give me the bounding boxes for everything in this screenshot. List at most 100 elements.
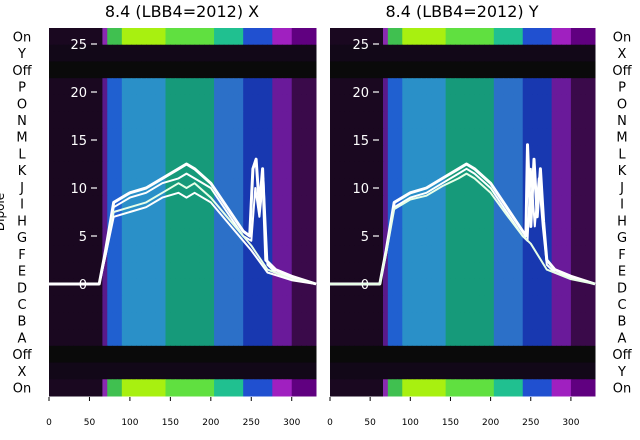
- heatmap-cell: [508, 28, 514, 46]
- heatmap-cell: [78, 295, 84, 313]
- heatmap-cell: [199, 362, 205, 380]
- heatmap-cell: [228, 178, 234, 196]
- heatmap-cell: [387, 178, 394, 196]
- heatmap-cell: [354, 178, 360, 196]
- heatmap-cell: [450, 28, 456, 46]
- heatmap-cell: [53, 212, 60, 230]
- heatmap-cell: [141, 111, 147, 129]
- heatmap-cell: [160, 329, 167, 347]
- overlay-y-tick-label: 25: [352, 38, 369, 53]
- heatmap-cell: [513, 329, 519, 347]
- heatmap-cell: [503, 295, 509, 313]
- heatmap-cell: [291, 128, 298, 146]
- heatmap-cell: [585, 128, 591, 146]
- heatmap-cell: [445, 161, 451, 180]
- heatmap-cell: [349, 195, 355, 213]
- heatmap-cell: [286, 245, 293, 263]
- heatmap-cell: [136, 262, 142, 280]
- heatmap-cell: [252, 212, 259, 230]
- heatmap-cell: [301, 262, 307, 280]
- heatmap-cell: [218, 44, 225, 62]
- heatmap-cell: [306, 228, 312, 246]
- heatmap-cell: [218, 94, 225, 113]
- heatmap-cell: [575, 178, 582, 196]
- heatmap-cell: [575, 44, 582, 62]
- heatmap-cell: [556, 379, 562, 397]
- heatmap-cell: [469, 345, 476, 364]
- heatmap-cell: [431, 362, 437, 380]
- heatmap-cell: [311, 379, 317, 397]
- heatmap-cell: [373, 195, 379, 213]
- heatmap-cell: [436, 178, 442, 196]
- heatmap-cell: [146, 262, 152, 280]
- heatmap-cell: [49, 111, 55, 129]
- heatmap-cell: [392, 295, 398, 313]
- heatmap-cell: [155, 128, 162, 146]
- heatmap-cell: [527, 278, 533, 297]
- heatmap-cell: [49, 94, 55, 113]
- heatmap-cell: [508, 44, 514, 62]
- heatmap-cell: [522, 295, 529, 313]
- heatmap-cell: [121, 329, 128, 347]
- heatmap-cell: [282, 245, 288, 263]
- heatmap-cell: [160, 245, 167, 263]
- heatmap-cell: [49, 278, 55, 297]
- heatmap-cell: [282, 78, 288, 96]
- heatmap-cell: [306, 28, 312, 46]
- heatmap-cell: [387, 195, 394, 213]
- heatmap-cell: [450, 295, 456, 313]
- heatmap-cell: [431, 145, 437, 163]
- heatmap-cell: [590, 278, 596, 297]
- heatmap-cell: [267, 111, 273, 129]
- heatmap-cell: [527, 262, 533, 280]
- heatmap-cell: [131, 345, 137, 364]
- heatmap-cell: [189, 295, 196, 313]
- heatmap-cell: [49, 61, 55, 79]
- heatmap-cell: [575, 128, 582, 146]
- heatmap-cell: [97, 362, 103, 380]
- heatmap-cell: [63, 278, 69, 297]
- heatmap-cell: [358, 379, 365, 397]
- heatmap-cell: [180, 262, 186, 280]
- heatmap-cell: [368, 362, 374, 380]
- heatmap-cell: [334, 329, 341, 347]
- heatmap-cell: [233, 28, 239, 46]
- heatmap-cell: [73, 94, 79, 113]
- heatmap-cell: [252, 312, 259, 330]
- heatmap-cell: [358, 329, 365, 347]
- heatmap-cell: [146, 61, 152, 79]
- heatmap-cell: [522, 111, 529, 129]
- heatmap-cell: [184, 312, 191, 330]
- heatmap-cell: [354, 145, 360, 163]
- heatmap-cell: [97, 161, 103, 180]
- heatmap-cell: [455, 44, 461, 62]
- heatmap-cell: [146, 145, 152, 163]
- heatmap-cell: [92, 329, 99, 347]
- heatmap-cell: [349, 329, 355, 347]
- heatmap-cell: [445, 228, 451, 246]
- heatmap-cell: [209, 145, 215, 163]
- heatmap-cell: [373, 212, 379, 230]
- heatmap-cell: [267, 362, 273, 380]
- dipole-label: X: [618, 47, 627, 62]
- heatmap-cell: [411, 345, 418, 364]
- heatmap-cell: [252, 61, 259, 79]
- heatmap-cell: [378, 145, 384, 163]
- heatmap-cell: [416, 61, 423, 79]
- heatmap-cell: [580, 145, 586, 163]
- heatmap-cell: [306, 195, 312, 213]
- heatmap-cell: [460, 128, 466, 146]
- heatmap-cell: [204, 345, 210, 364]
- heatmap-cell: [469, 212, 476, 230]
- heatmap-cell: [107, 362, 113, 380]
- heatmap-cell: [556, 245, 562, 263]
- heatmap-cell: [561, 145, 567, 163]
- heatmap-cell: [542, 128, 548, 146]
- heatmap-cell: [141, 212, 147, 230]
- heatmap-cell: [445, 345, 451, 364]
- heatmap-cell: [121, 94, 128, 113]
- heatmap-cell: [146, 278, 152, 297]
- heatmap-cell: [53, 128, 60, 146]
- heatmap-cell: [272, 161, 278, 180]
- heatmap-cell: [383, 28, 389, 46]
